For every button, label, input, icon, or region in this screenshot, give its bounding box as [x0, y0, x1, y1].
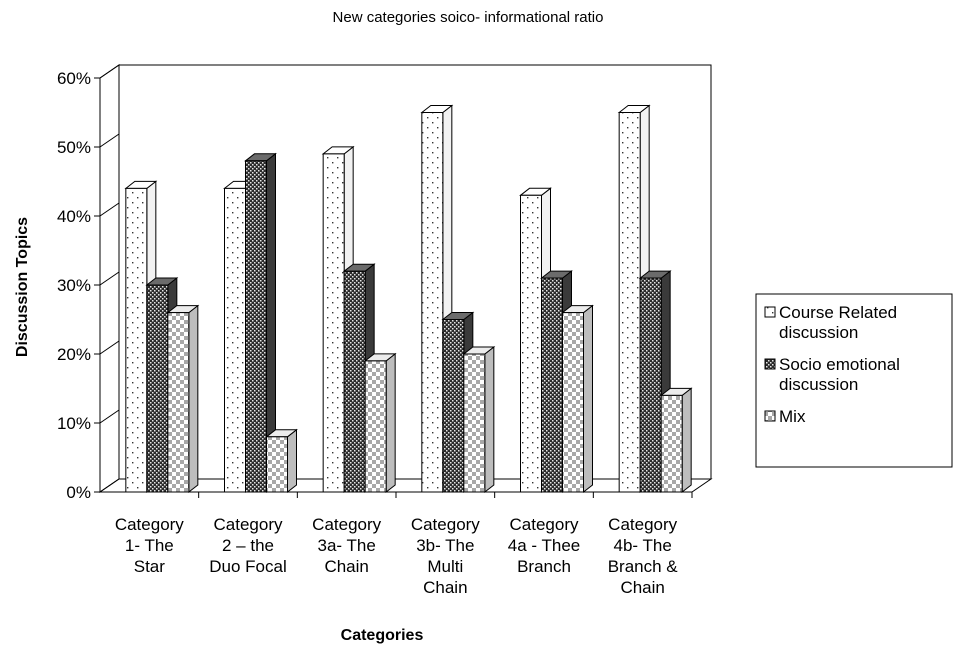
x-tick-label-line: Category	[411, 515, 480, 534]
legend-label: Mix	[779, 407, 806, 426]
legend-label-line: discussion	[779, 323, 858, 342]
x-tick-label: Category 2 – the Duo Focal	[209, 515, 286, 576]
legend-label-line: discussion	[779, 375, 858, 394]
bar	[364, 360, 387, 493]
x-tick-label: Category 1- The Star	[115, 515, 184, 576]
back-wall	[118, 64, 712, 480]
y-tick-label: 20%	[57, 345, 91, 364]
bar	[125, 187, 148, 493]
y-tick-label: 50%	[57, 138, 91, 157]
y-tick-label: 40%	[57, 207, 91, 226]
x-tick-label-line: 1- The	[125, 536, 174, 555]
bar	[618, 112, 641, 493]
x-tick-label-line: Multi	[427, 557, 463, 576]
bar	[146, 284, 169, 493]
legend-swatch	[764, 358, 776, 370]
bar	[322, 153, 345, 493]
x-tick-label-line: 3a- The	[318, 536, 376, 555]
bar	[541, 277, 563, 493]
legend-swatch	[764, 306, 776, 318]
bar-side	[385, 352, 396, 494]
bar	[562, 312, 584, 493]
bar-side	[287, 428, 297, 494]
x-tick-label: Category 4b- The Branch & Chain	[608, 515, 679, 597]
y-tick-depth	[99, 271, 120, 286]
y-tick-depth	[99, 340, 120, 355]
legend-swatch	[764, 410, 776, 422]
x-tick-label-line: Category	[312, 515, 381, 534]
bar-side	[681, 387, 692, 494]
bar	[520, 194, 542, 493]
legend-label-line: Course Related	[779, 303, 897, 322]
x-tick-label-line: Branch &	[608, 557, 679, 576]
y-axis-title: Discussion Topics	[14, 217, 31, 357]
y-tick-depth	[99, 202, 120, 217]
y-tick-label: 30%	[57, 276, 91, 295]
x-tick-label-line: 2 – the	[222, 536, 274, 555]
y-tick-depth	[99, 133, 120, 148]
bar-side	[188, 304, 199, 494]
x-tick-label: Category 4a - Thee Branch	[508, 515, 580, 576]
x-tick-label-line: Chain	[324, 557, 368, 576]
x-tick-label-line: Branch	[517, 557, 571, 576]
x-axis-title: Categories	[341, 627, 424, 644]
x-tick-label-line: Chain	[423, 578, 467, 597]
y-tick-depth	[99, 64, 120, 79]
legend-label-line: Socio emotional	[779, 355, 900, 374]
chart-title: New categories soico- informational rati…	[333, 9, 604, 26]
bar	[660, 394, 683, 493]
x-tick-label-line: Duo Focal	[209, 557, 286, 576]
x-tick-label-line: Category	[608, 515, 677, 534]
bar	[442, 319, 465, 493]
x-tick-label-line: 4b- The	[614, 536, 672, 555]
bar-side	[484, 345, 495, 494]
x-tick-label: Category 3a- The Chain	[312, 515, 381, 576]
legend-label: Course Related discussion	[779, 303, 897, 342]
legend-label-line: Mix	[779, 407, 806, 426]
bar-side	[583, 304, 593, 494]
bar	[421, 112, 444, 493]
bar	[245, 160, 267, 493]
x-tick-label-line: Chain	[620, 578, 664, 597]
bar	[463, 353, 486, 493]
bar	[343, 270, 366, 493]
legend-box	[755, 293, 953, 468]
y-tick-label: 60%	[57, 69, 91, 88]
legend-label: Socio emotional discussion	[779, 355, 900, 394]
y-tick-label: 0%	[66, 483, 91, 502]
x-tick-label-line: 3b- The	[416, 536, 474, 555]
y-tick-label: 10%	[57, 414, 91, 433]
bar	[639, 277, 662, 493]
x-tick-label-line: Star	[134, 557, 166, 576]
x-tick-label-line: Category	[510, 515, 579, 534]
y-tick-depth	[99, 478, 120, 493]
bar	[266, 436, 288, 493]
x-tick-label-line: 4a - Thee	[508, 536, 580, 555]
bar	[167, 312, 190, 493]
x-tick-label-line: Category	[115, 515, 184, 534]
x-tick-label: Category 3b- The Multi Chain	[411, 515, 480, 597]
x-tick-label-line: Category	[214, 515, 283, 534]
y-tick-depth	[99, 409, 120, 424]
bar	[224, 187, 246, 493]
